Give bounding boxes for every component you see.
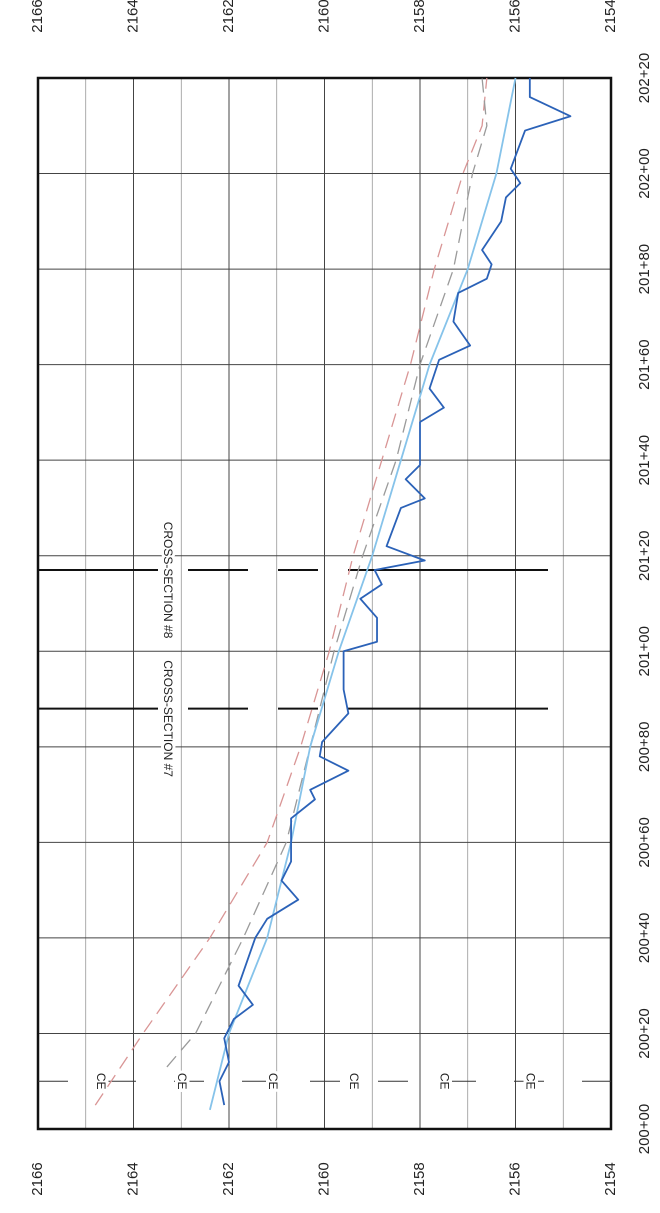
y-tick-label-right: 2156: [506, 0, 523, 33]
x-tick-label: 200+40: [636, 913, 653, 963]
x-tick-label: 201+40: [636, 435, 653, 485]
x-tick-label: 201+00: [636, 626, 653, 676]
x-tick-label: 202+00: [636, 148, 653, 198]
y-tick-label: 2156: [506, 1162, 523, 1195]
profile-line: [166, 77, 488, 1068]
x-tick-label: 202+20: [636, 53, 653, 103]
profile-line: [94, 77, 488, 1106]
y-tick-label-right: 2162: [220, 0, 237, 33]
ce-label: CE: [524, 1073, 538, 1090]
cross-section-label: CROSS-SECTION #7: [161, 660, 175, 777]
ce-label: CE: [94, 1073, 108, 1090]
x-tick-label: 201+60: [636, 339, 653, 389]
plot-group: 2154 2154 2156 2156 2158 2158 2160 2160 2162 2162…: [29, 0, 653, 1196]
y-tick-label-right: 2154: [602, 0, 619, 33]
y-tick-label-right: 2164: [124, 0, 141, 33]
y-tick-label-right: 2160: [315, 0, 332, 33]
y-tick-label: 2154: [602, 1162, 619, 1195]
ce-label: CE: [438, 1073, 452, 1090]
x-tick-label: 201+20: [636, 530, 653, 580]
y-tick-label-right: 2158: [411, 0, 428, 33]
y-tick-label: 2158: [411, 1162, 428, 1195]
y-tick-label-right: 2166: [29, 0, 46, 33]
profile-line: [209, 77, 517, 1111]
profile-line: [218, 78, 572, 1106]
x-tick-label: 200+00: [636, 1104, 653, 1154]
ce-label: CE: [175, 1073, 189, 1090]
x-tick-label: 201+80: [636, 244, 653, 294]
y-tick-label: 2162: [220, 1162, 237, 1195]
ce-label: CE: [347, 1073, 361, 1090]
cross-section-label: CROSS-SECTION #8: [161, 522, 175, 639]
y-tick-label: 2160: [315, 1162, 332, 1195]
x-tick-label: 200+20: [636, 1008, 653, 1058]
plot-frame: [36, 76, 613, 1131]
y-tick-label: 2166: [29, 1162, 46, 1195]
ce-label: CE: [266, 1073, 280, 1090]
y-tick-label: 2164: [124, 1162, 141, 1195]
x-tick-label: 200+80: [636, 722, 653, 772]
x-tick-label: 200+60: [636, 817, 653, 867]
